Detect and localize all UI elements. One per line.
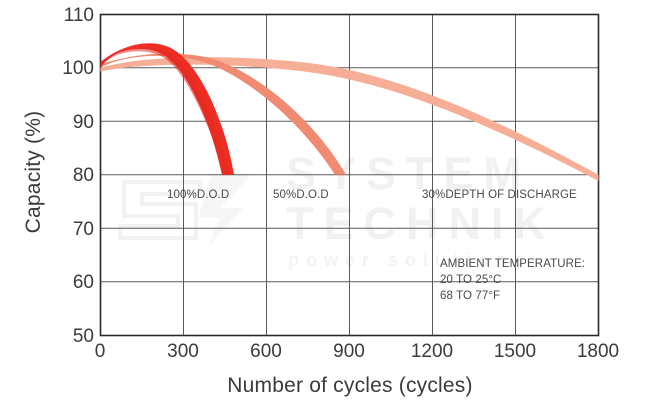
x-tick-600: 600: [250, 341, 282, 362]
ambient-title: AMBIENT TEMPERATURE:: [440, 258, 586, 270]
x-tick-300: 300: [167, 341, 199, 362]
ambient-fahrenheit: 68 TO 77°F: [440, 290, 501, 302]
curve-core-dod100: [100, 47, 230, 175]
x-tick-900: 900: [333, 341, 365, 362]
x-axis-label: Number of cycles (cycles): [227, 374, 473, 397]
y-tick-110: 110: [63, 5, 94, 26]
y-axis-ticks: 110 100 90 80 70 60 50: [44, 0, 94, 418]
y-axis-label: Capacity (%): [22, 110, 45, 234]
y-tick-80: 80: [72, 165, 94, 186]
annotation-dod30: 30%DEPTH OF DISCHARGE: [422, 189, 577, 201]
x-tick-1500: 1500: [493, 341, 537, 362]
annotation-dod100: 100%D.O.D: [167, 189, 230, 201]
x-tick-0: 0: [94, 341, 106, 362]
x-tick-1800: 1800: [576, 341, 620, 362]
curve-band-dod50: [100, 53, 346, 175]
y-tick-100: 100: [62, 58, 94, 79]
y-tick-50: 50: [72, 326, 94, 347]
ambient-temperature-note: AMBIENT TEMPERATURE: 20 TO 25°C 68 TO 77…: [440, 256, 585, 304]
y-tick-90: 90: [72, 112, 94, 133]
x-tick-1200: 1200: [410, 341, 454, 362]
y-tick-70: 70: [72, 219, 94, 240]
y-tick-60: 60: [72, 272, 94, 293]
annotation-dod50: 50%D.O.D: [273, 189, 329, 201]
ambient-celsius: 20 TO 25°C: [440, 274, 502, 286]
